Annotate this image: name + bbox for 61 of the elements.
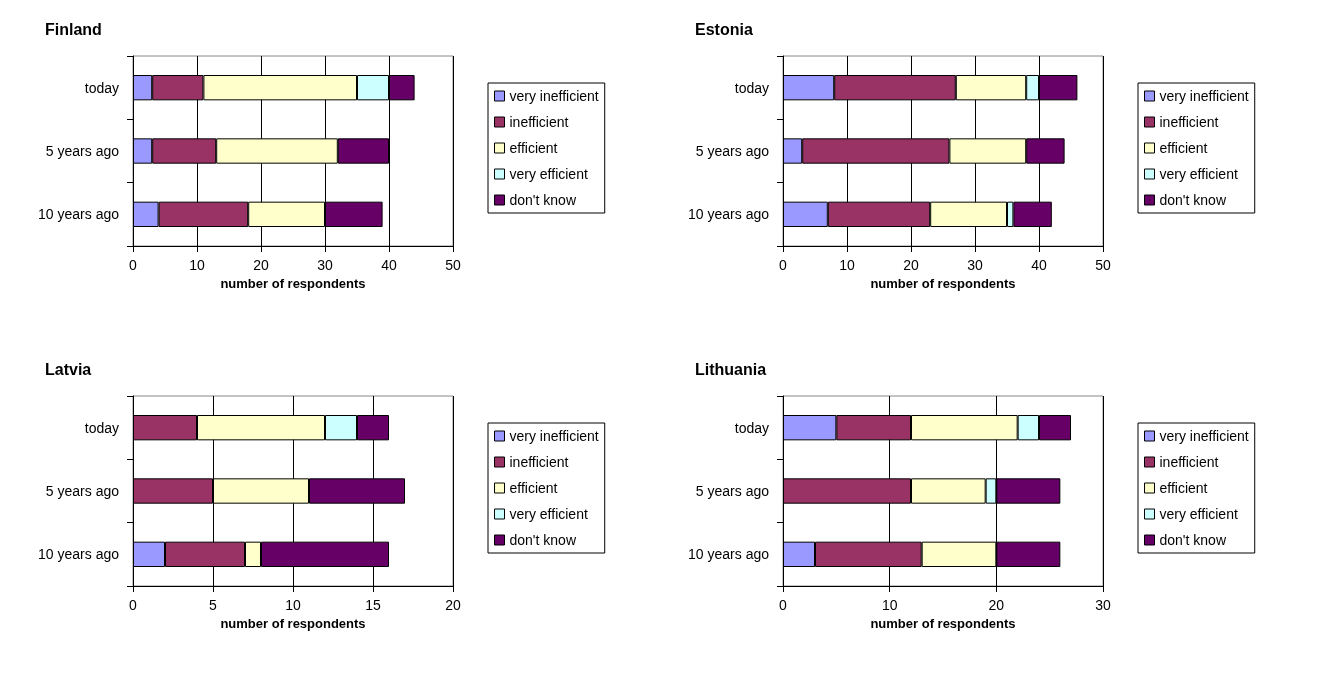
y-tick-label: today xyxy=(734,79,769,96)
x-axis-title: number of respondents xyxy=(870,275,1016,291)
legend-label: don't know xyxy=(1159,532,1227,548)
y-tick-label: today xyxy=(734,419,769,436)
legend-label: don't know xyxy=(1159,192,1227,208)
y-tick-label: 5 years ago xyxy=(695,483,770,499)
legend-label: efficient xyxy=(509,140,558,156)
x-tick-label: 5 xyxy=(209,597,218,613)
x-tick-label: 40 xyxy=(381,257,397,273)
y-tick-label: 10 years ago xyxy=(38,546,120,563)
x-tick-label: 30 xyxy=(317,257,333,273)
legend-label: very efficient xyxy=(1159,166,1238,182)
x-axis-title: number of respondents xyxy=(220,275,366,291)
y-tick-label: today xyxy=(84,79,119,96)
legend-label: efficient xyxy=(509,480,558,496)
legend-label: very inefficient xyxy=(509,88,599,104)
x-tick-label: 10 xyxy=(839,257,855,273)
legend-label: inefficient xyxy=(509,114,569,130)
legend-label: very efficient xyxy=(509,506,588,522)
x-tick-label: 0 xyxy=(129,597,138,613)
legend-label: inefficient xyxy=(1159,454,1219,470)
legend-label: inefficient xyxy=(1159,114,1219,130)
x-tick-label: 50 xyxy=(445,257,461,273)
x-tick-label: 10 xyxy=(881,597,898,613)
x-tick-label: 20 xyxy=(445,597,461,613)
legend-label: very inefficient xyxy=(1159,428,1249,444)
legend-label: don't know xyxy=(509,192,577,208)
y-tick-label: 5 years ago xyxy=(45,483,120,499)
legend-label: very efficient xyxy=(509,166,588,182)
y-tick-label: 10 years ago xyxy=(688,546,770,563)
x-axis-title: number of respondents xyxy=(870,615,1016,631)
legend-label: efficient xyxy=(1159,140,1208,156)
y-tick-label: 10 years ago xyxy=(688,206,770,223)
x-tick-label: 50 xyxy=(1095,257,1111,273)
legend-label: don't know xyxy=(509,532,577,548)
x-axis-title: number of respondents xyxy=(220,615,366,631)
legend-label: very efficient xyxy=(1159,506,1238,522)
y-tick-label: 10 years ago xyxy=(38,206,120,223)
chart-title: Latvia xyxy=(45,360,92,378)
x-tick-label: 15 xyxy=(365,597,381,613)
legend-label: very inefficient xyxy=(509,428,599,444)
chart-title: Estonia xyxy=(695,20,753,38)
x-tick-label: 0 xyxy=(779,257,788,273)
chart-title: Finland xyxy=(45,20,102,38)
x-tick-label: 10 xyxy=(285,597,301,613)
legend-label: very inefficient xyxy=(1159,88,1249,104)
x-tick-label: 30 xyxy=(967,257,983,273)
y-tick-label: today xyxy=(84,419,119,436)
legend-label: inefficient xyxy=(509,454,569,470)
x-tick-label: 20 xyxy=(988,597,1005,613)
x-tick-label: 40 xyxy=(1031,257,1047,273)
y-tick-label: 5 years ago xyxy=(695,143,770,159)
y-tick-label: 5 years ago xyxy=(45,143,120,159)
x-tick-label: 10 xyxy=(189,257,205,273)
chart-title: Lithuania xyxy=(695,360,767,378)
x-tick-label: 20 xyxy=(253,257,269,273)
x-tick-label: 0 xyxy=(129,257,138,273)
x-tick-label: 0 xyxy=(779,597,788,613)
x-tick-label: 20 xyxy=(903,257,919,273)
x-tick-label: 30 xyxy=(1095,597,1111,613)
legend-label: efficient xyxy=(1159,480,1208,496)
